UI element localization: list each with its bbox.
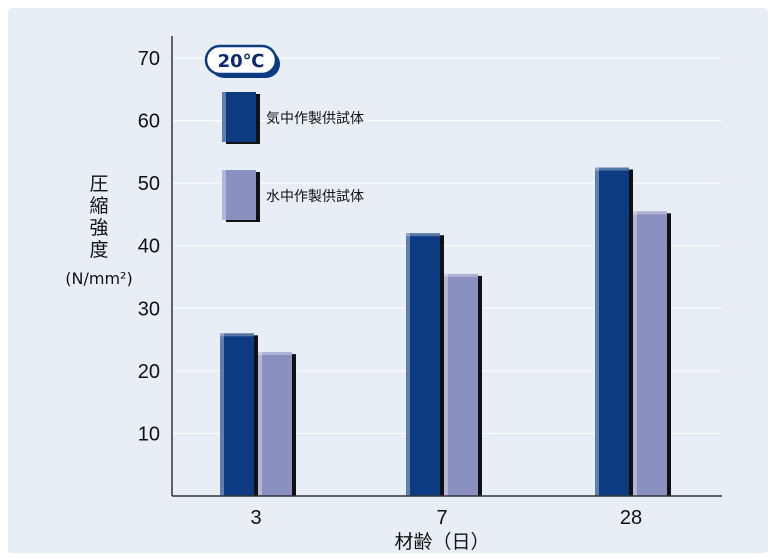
legend-swatch-highlight bbox=[222, 92, 226, 142]
bar-highlight bbox=[595, 167, 599, 496]
legend-item-water: 水中作製供試体 bbox=[222, 170, 364, 222]
bar-air-28 bbox=[595, 167, 633, 496]
bar-highlight bbox=[633, 211, 637, 497]
bars bbox=[220, 167, 671, 497]
y-tick-label: 30 bbox=[138, 298, 160, 320]
y-tick-label: 10 bbox=[138, 423, 160, 445]
legend-swatch-highlight bbox=[222, 170, 226, 220]
x-tick-label: 3 bbox=[250, 507, 261, 529]
bar-top bbox=[220, 333, 254, 337]
badge-box bbox=[204, 44, 278, 76]
y-axis-unit: (N/mm²) bbox=[65, 269, 132, 288]
y-tick-label: 40 bbox=[138, 236, 160, 258]
legend-swatch bbox=[222, 92, 256, 142]
bar-top bbox=[444, 273, 478, 277]
x-tick-labels: 3 7 28 bbox=[250, 507, 642, 529]
bar-air-3 bbox=[220, 333, 258, 496]
bar-water-3 bbox=[258, 352, 296, 496]
legend-item-air: 気中作製供試体 bbox=[222, 92, 364, 144]
bar-top bbox=[406, 233, 440, 237]
y-tick-labels: 10 20 30 40 50 60 70 bbox=[138, 48, 160, 445]
bar-air-7 bbox=[406, 233, 444, 496]
badge-label: 20℃ bbox=[218, 51, 265, 72]
bar bbox=[595, 167, 629, 496]
temperature-badge: 20℃ bbox=[204, 44, 280, 78]
y-tick-label: 20 bbox=[138, 361, 160, 383]
bar-top bbox=[595, 167, 629, 171]
bar-water-7 bbox=[444, 273, 482, 496]
y-tick-label: 70 bbox=[138, 48, 160, 70]
y-axis-title: 圧縮強度 (N/mm²) bbox=[65, 173, 132, 288]
bar-water-28 bbox=[633, 211, 671, 497]
bar bbox=[258, 352, 292, 496]
bar-highlight bbox=[444, 273, 448, 496]
bar-highlight bbox=[258, 352, 262, 496]
y-axis-title-text: 圧縮強度 bbox=[89, 173, 108, 261]
axes bbox=[171, 36, 722, 497]
bar bbox=[444, 273, 478, 496]
legend-label: 水中作製供試体 bbox=[266, 189, 364, 205]
bar-top bbox=[633, 211, 667, 215]
bar bbox=[406, 233, 440, 496]
bar-highlight bbox=[220, 333, 224, 496]
legend-swatch bbox=[222, 170, 256, 220]
x-tick-label: 28 bbox=[620, 507, 642, 529]
chart-background bbox=[8, 8, 768, 553]
bar-highlight bbox=[406, 233, 410, 496]
legend-label: 気中作製供試体 bbox=[266, 111, 364, 127]
bar-top bbox=[258, 352, 292, 356]
bar bbox=[220, 333, 254, 496]
y-tick-label: 50 bbox=[138, 173, 160, 195]
bar bbox=[633, 211, 667, 497]
x-axis-title: 材齢（日） bbox=[394, 531, 489, 553]
y-tick-label: 60 bbox=[138, 111, 160, 133]
x-tick-label: 7 bbox=[436, 507, 447, 529]
